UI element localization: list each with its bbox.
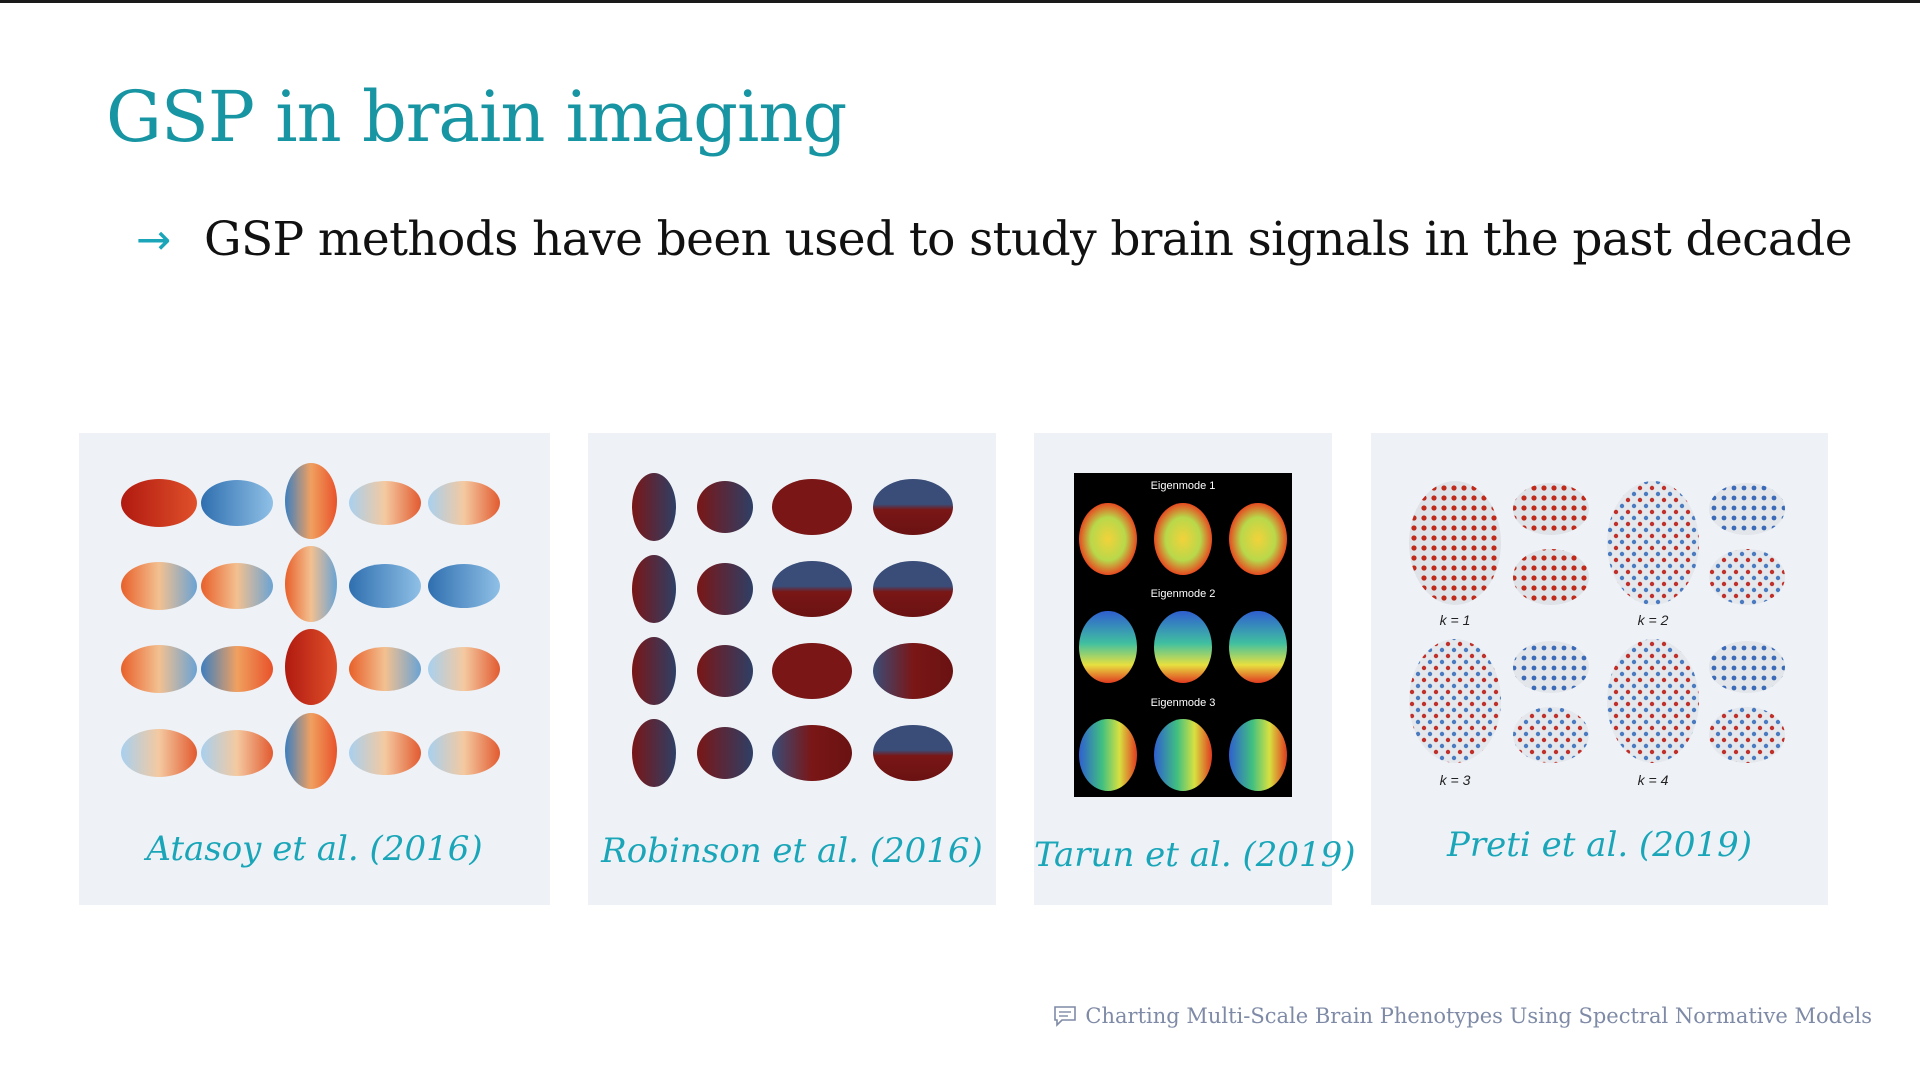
- cortical-harmonics-figure: [121, 463, 500, 789]
- figure-caption: Robinson et al. (2016): [601, 831, 983, 871]
- brain-eigenmodes-figure: [632, 473, 953, 787]
- figure-caption: Preti et al. (2019): [1446, 825, 1752, 865]
- k-label: k = 3: [1440, 772, 1471, 788]
- k-label: k = 4: [1638, 772, 1669, 788]
- k-label: k = 1: [1440, 612, 1471, 628]
- eigenmode-label: Eigenmode 2: [1151, 588, 1216, 600]
- eigenmode-label: Eigenmode 3: [1151, 697, 1216, 709]
- figure-card-tarun: Eigenmode 1 Eigenmode 2 Eigenmode 3 Taru…: [1034, 433, 1356, 905]
- comment-icon: [1054, 1006, 1077, 1027]
- eigenmode-label: Eigenmode 1: [1151, 480, 1216, 492]
- footer-text: Charting Multi-Scale Brain Phenotypes Us…: [1085, 1004, 1872, 1028]
- eigenmode-axial-figure: Eigenmode 1 Eigenmode 2 Eigenmode 3: [1074, 473, 1292, 797]
- slide-title: GSP in brain imaging: [106, 76, 847, 158]
- figure-card-preti: k = 1 k = 2 k = 3 k = 4 Preti et al. (20…: [1371, 433, 1828, 905]
- figure-card-robinson: Robinson et al. (2016): [588, 433, 996, 905]
- figure-card-atasoy: Atasoy et al. (2016): [79, 433, 550, 905]
- top-border: [0, 0, 1920, 3]
- k-label: k = 2: [1638, 612, 1669, 628]
- slide-footer: Charting Multi-Scale Brain Phenotypes Us…: [1053, 1004, 1872, 1028]
- bullet-text: GSP methods have been used to study brai…: [204, 212, 1853, 267]
- network-nodes-figure: k = 1 k = 2 k = 3 k = 4: [1409, 481, 1785, 788]
- arrow-icon: →: [136, 215, 172, 264]
- figure-caption: Atasoy et al. (2016): [146, 829, 483, 869]
- figure-caption: Tarun et al. (2019): [1034, 835, 1356, 875]
- bullet-point: → GSP methods have been used to study br…: [136, 212, 1853, 267]
